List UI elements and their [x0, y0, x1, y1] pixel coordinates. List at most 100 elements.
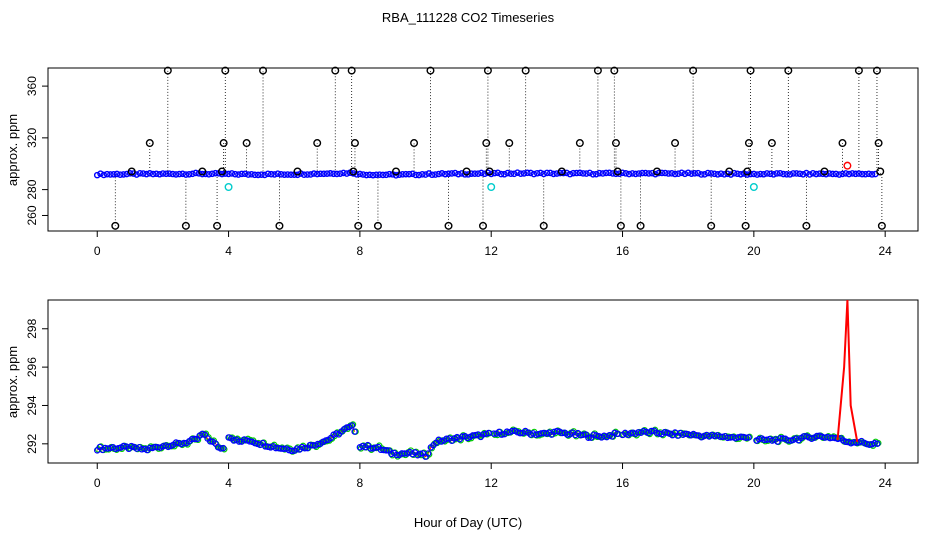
top-baseline-point — [812, 170, 820, 178]
top-baseline-point — [675, 170, 682, 177]
top-baseline-point — [300, 171, 308, 179]
top-y-axis-label: approx. ppm — [5, 114, 20, 186]
top-point — [213, 221, 222, 230]
bottom-y-ticks: 292 294 296 298 — [25, 318, 48, 454]
top-point — [410, 139, 419, 148]
top-baseline-point — [773, 170, 781, 177]
top-baseline-point — [504, 169, 511, 177]
top-baseline-point — [130, 170, 137, 177]
top-baseline-point — [743, 171, 751, 178]
top-point — [219, 139, 228, 148]
top-point — [539, 221, 548, 230]
top-baseline-point — [373, 171, 380, 179]
bottom-point — [579, 431, 587, 438]
top-baseline-point — [642, 169, 649, 177]
top-point — [749, 183, 758, 192]
top-baseline-point — [556, 169, 564, 177]
top-baseline-point — [126, 170, 134, 177]
top-baseline-point — [415, 171, 423, 179]
top-baseline-point — [711, 170, 718, 178]
top-baseline-point — [497, 170, 505, 178]
top-baseline-point — [527, 169, 534, 177]
top-point — [671, 139, 680, 148]
top-point — [613, 167, 622, 176]
top-baseline-point — [629, 170, 636, 177]
bottom-point — [301, 444, 308, 452]
top-baseline-point — [698, 171, 705, 178]
top-baseline-point — [340, 169, 347, 177]
bottom-y-tick-label-3: 298 — [25, 318, 39, 338]
bottom-point — [314, 440, 322, 448]
top-baseline-point — [579, 170, 587, 177]
top-y-tick-label-1: 280 — [25, 179, 39, 199]
top-baseline-point — [835, 171, 843, 178]
top-baseline-point — [248, 170, 255, 178]
top-baseline-point — [474, 170, 482, 177]
top-point — [653, 167, 662, 176]
top-baseline-point — [734, 170, 741, 178]
top-baseline-point — [205, 171, 213, 178]
top-baseline-point — [399, 170, 406, 178]
top-baseline-point — [796, 170, 804, 178]
top-point — [347, 66, 356, 75]
top-point — [557, 167, 566, 176]
top-baseline-point — [451, 169, 459, 177]
top-baseline-point — [166, 170, 173, 177]
top-point — [181, 221, 190, 230]
top-x-tick-label-3: 12 — [485, 244, 499, 258]
top-point — [741, 221, 750, 230]
top-baseline-point — [432, 171, 439, 178]
bottom-point — [516, 429, 524, 437]
top-baseline-point — [107, 171, 114, 178]
top-point — [874, 139, 883, 148]
top-point — [636, 221, 645, 230]
top-baseline-point — [369, 171, 377, 179]
top-point — [707, 221, 716, 230]
top-baseline-point — [507, 170, 515, 178]
top-baseline-point — [520, 170, 528, 177]
top-x-tick-label-6: 24 — [878, 244, 892, 258]
top-point — [479, 221, 488, 230]
top-baseline-point — [310, 170, 318, 177]
top-point — [163, 66, 172, 75]
top-point — [505, 139, 514, 148]
top-baseline-point — [484, 169, 492, 177]
bottom-point — [348, 422, 356, 429]
top-baseline-point — [277, 170, 285, 178]
top-baseline-point — [806, 171, 813, 178]
top-baseline-point — [307, 171, 314, 178]
top-baseline-point — [858, 170, 866, 178]
top-baseline-point — [379, 171, 387, 179]
top-baseline-point — [583, 170, 590, 177]
top-point — [259, 66, 268, 75]
top-baseline-point — [445, 170, 452, 178]
top-point — [689, 66, 698, 75]
top-point — [350, 139, 359, 148]
top-point — [485, 167, 494, 176]
top-point — [313, 139, 322, 148]
top-baseline-point — [625, 170, 633, 178]
top-baseline-point — [547, 169, 554, 177]
bottom-point — [220, 444, 227, 452]
top-point — [843, 161, 852, 170]
top-baseline-point — [382, 171, 390, 179]
top-baseline-point — [327, 170, 334, 177]
top-x-tick-label-1: 4 — [225, 244, 232, 258]
top-baseline-point — [363, 171, 370, 179]
top-baseline-point — [478, 169, 485, 177]
top-baseline-point — [412, 171, 419, 179]
top-baseline-point — [313, 170, 321, 178]
top-baseline-point — [494, 169, 502, 177]
top-baseline-point — [537, 169, 544, 177]
top-baseline-point — [714, 171, 722, 178]
top-baseline-point — [645, 170, 653, 177]
bottom-plot-frame — [47, 299, 919, 464]
top-point — [744, 139, 753, 148]
top-baseline-point — [655, 169, 662, 177]
top-baseline-point — [103, 170, 111, 178]
top-baseline-point — [586, 169, 593, 177]
top-point — [217, 167, 226, 176]
top-baseline-point — [471, 170, 479, 177]
top-x-tick-label-2: 8 — [357, 244, 364, 258]
top-baseline-point — [596, 169, 603, 177]
